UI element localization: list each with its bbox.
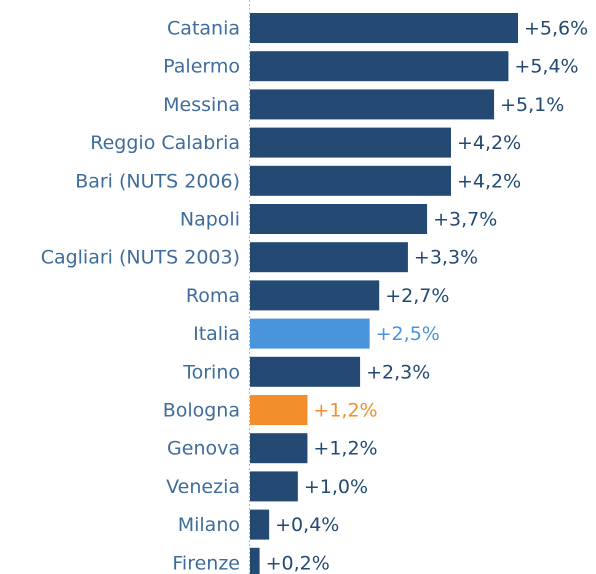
bar <box>250 242 408 273</box>
bar <box>250 318 370 349</box>
category-label: Venezia <box>166 476 240 498</box>
category-label: Torino <box>182 361 240 383</box>
data-label: +2,5% <box>376 323 440 345</box>
data-label: +5,4% <box>514 56 578 78</box>
data-label: +2,7% <box>385 285 449 307</box>
bar <box>250 547 260 574</box>
category-label: Napoli <box>180 209 240 231</box>
data-label: +5,1% <box>500 94 564 116</box>
data-label: +4,2% <box>457 170 521 192</box>
bar <box>250 471 298 502</box>
bar <box>250 395 308 425</box>
bar <box>250 280 380 311</box>
bar <box>250 433 308 464</box>
data-label: +5,6% <box>524 18 588 40</box>
data-label: +0,2% <box>266 552 330 574</box>
category-label: Palermo <box>163 56 240 78</box>
bar <box>250 127 451 158</box>
bar <box>250 165 451 196</box>
category-label: Bari (NUTS 2006) <box>75 170 240 192</box>
category-label: Bologna <box>163 400 240 422</box>
data-label: +0,4% <box>275 514 339 536</box>
data-label: +2,3% <box>366 361 430 383</box>
bar <box>250 509 270 540</box>
data-label: +4,2% <box>457 132 521 154</box>
data-label: +1,2% <box>313 438 377 460</box>
category-label: Reggio Calabria <box>90 132 240 154</box>
data-label: +3,3% <box>414 247 478 269</box>
bar <box>250 356 361 387</box>
category-label: Roma <box>186 285 240 307</box>
category-label: Italia <box>193 323 240 345</box>
category-label: Genova <box>167 438 240 460</box>
category-label: Messina <box>163 94 240 116</box>
data-label: +1,0% <box>304 476 368 498</box>
bar <box>250 204 428 234</box>
category-label: Firenze <box>172 552 240 574</box>
category-label: Milano <box>178 514 240 536</box>
bar <box>250 89 495 120</box>
data-label: +3,7% <box>433 209 497 231</box>
bar <box>250 51 509 82</box>
bar <box>250 13 518 43</box>
category-label: Cagliari (NUTS 2003) <box>41 247 240 269</box>
data-label: +1,2% <box>313 400 377 422</box>
category-label: Catania <box>167 18 240 40</box>
